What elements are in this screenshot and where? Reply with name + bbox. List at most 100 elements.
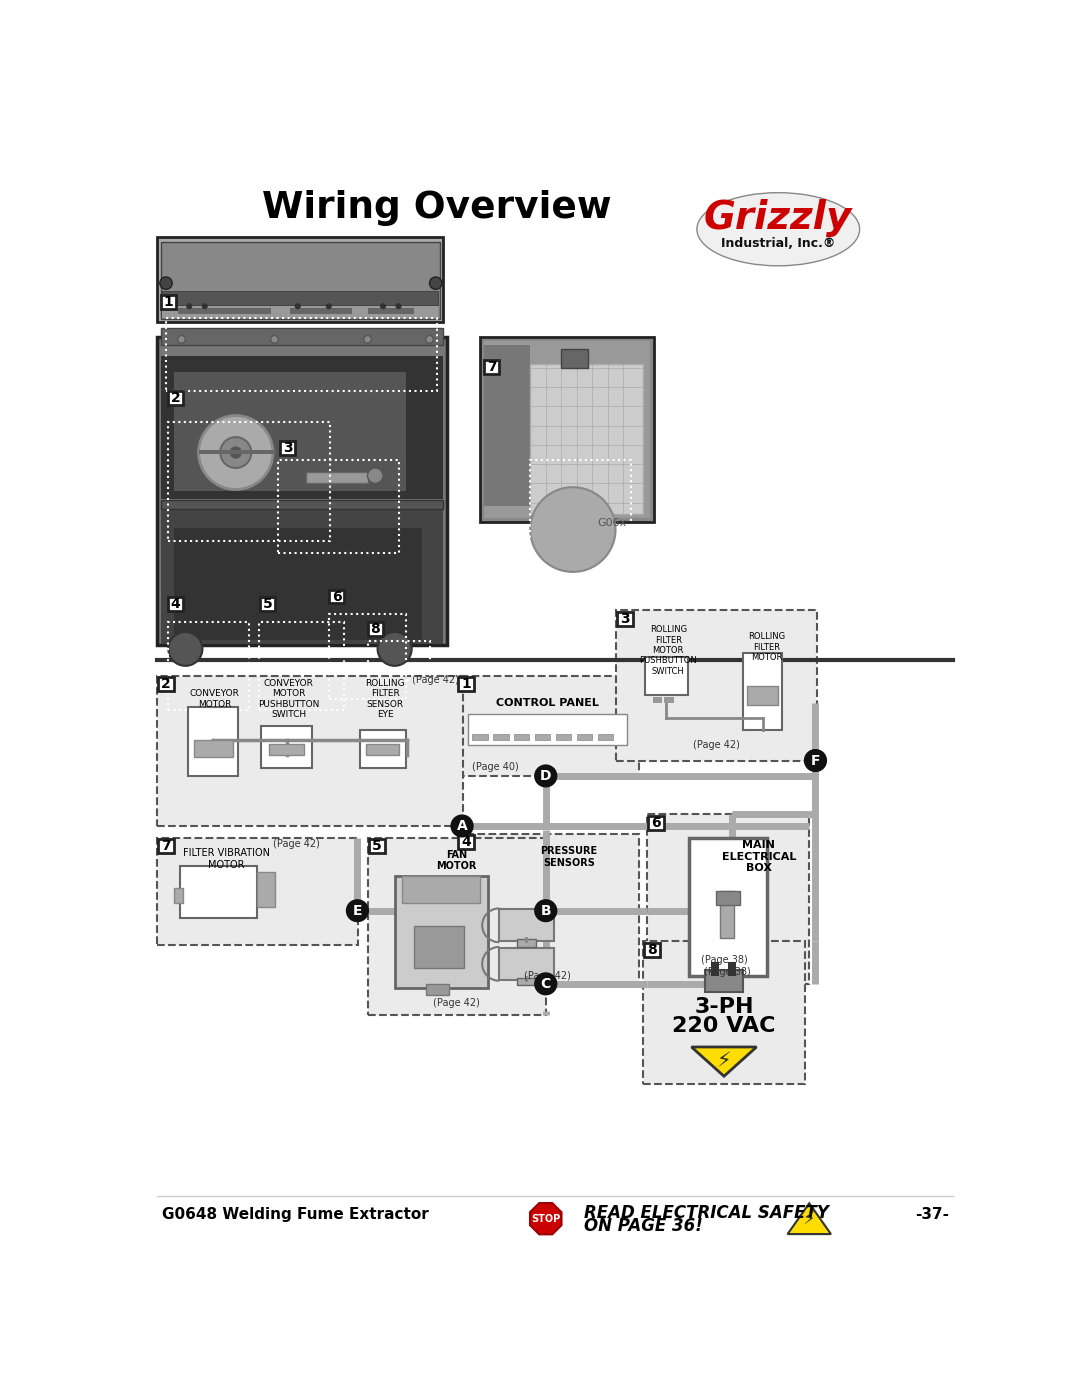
- Circle shape: [364, 335, 372, 344]
- Circle shape: [326, 303, 332, 309]
- Bar: [166, 317, 437, 391]
- Bar: [367, 838, 545, 1014]
- Bar: [517, 978, 537, 985]
- Circle shape: [804, 749, 827, 773]
- Bar: [260, 598, 275, 610]
- Circle shape: [202, 303, 207, 309]
- Bar: [652, 697, 662, 703]
- Bar: [403, 876, 480, 902]
- Bar: [369, 840, 384, 854]
- Bar: [689, 838, 767, 977]
- Bar: [617, 612, 633, 626]
- Text: B: B: [540, 904, 551, 918]
- Bar: [157, 237, 444, 321]
- Bar: [469, 714, 627, 745]
- Circle shape: [535, 764, 557, 788]
- Circle shape: [535, 972, 557, 996]
- Polygon shape: [787, 1203, 831, 1234]
- Text: CONTROL PANEL: CONTROL PANEL: [496, 697, 598, 708]
- Bar: [161, 356, 444, 499]
- Bar: [159, 840, 174, 854]
- Text: 3-PH: 3-PH: [694, 997, 754, 1017]
- Text: (Page 40): (Page 40): [472, 761, 518, 771]
- Circle shape: [535, 900, 557, 922]
- Text: (Page 42): (Page 42): [692, 740, 740, 750]
- Circle shape: [199, 415, 273, 489]
- Circle shape: [230, 447, 242, 458]
- Bar: [484, 360, 499, 374]
- Text: CONVEYOR
MOTOR
PUSHBUTTON
SWITCH: CONVEYOR MOTOR PUSHBUTTON SWITCH: [258, 679, 319, 719]
- Text: FILTER VIBRATION
MOTOR: FILTER VIBRATION MOTOR: [183, 848, 270, 870]
- Bar: [645, 657, 688, 696]
- Bar: [711, 963, 718, 977]
- Bar: [720, 891, 734, 937]
- Bar: [161, 509, 444, 644]
- Text: (Page 38): (Page 38): [704, 967, 752, 978]
- Text: FAN
MOTOR: FAN MOTOR: [436, 849, 476, 872]
- Bar: [716, 891, 740, 905]
- Bar: [162, 291, 438, 305]
- Bar: [457, 834, 638, 983]
- Bar: [535, 733, 551, 740]
- Text: 8: 8: [370, 622, 380, 636]
- Text: G0648 Welding Fume Extractor: G0648 Welding Fume Extractor: [162, 1207, 429, 1222]
- Text: MAIN
ELECTRICAL
BOX: MAIN ELECTRICAL BOX: [721, 840, 796, 873]
- Circle shape: [367, 468, 383, 483]
- Bar: [159, 678, 174, 692]
- Text: READ ELECTRICAL SAFETY: READ ELECTRICAL SAFETY: [584, 1204, 829, 1222]
- Circle shape: [271, 335, 279, 344]
- Text: ROLLING
FILTER
MOTOR: ROLLING FILTER MOTOR: [748, 633, 785, 662]
- Bar: [162, 306, 438, 317]
- Bar: [161, 328, 444, 345]
- Text: ON PAGE 36!: ON PAGE 36!: [584, 1217, 703, 1235]
- Bar: [704, 970, 743, 992]
- Bar: [458, 678, 474, 692]
- Bar: [647, 814, 809, 983]
- Bar: [472, 733, 488, 740]
- Bar: [279, 460, 399, 553]
- Bar: [484, 341, 650, 518]
- Bar: [157, 676, 463, 826]
- Text: 3: 3: [283, 441, 293, 455]
- Bar: [414, 926, 464, 968]
- Bar: [367, 641, 430, 680]
- Bar: [367, 307, 414, 314]
- Bar: [291, 307, 352, 314]
- Bar: [458, 835, 474, 849]
- Text: (Page 38): (Page 38): [701, 956, 747, 965]
- Text: A: A: [457, 819, 468, 833]
- Bar: [556, 733, 571, 740]
- Text: 7: 7: [487, 360, 497, 374]
- Bar: [259, 622, 345, 711]
- Text: 4: 4: [461, 835, 471, 849]
- Bar: [280, 441, 296, 455]
- Bar: [161, 242, 440, 320]
- Bar: [577, 733, 592, 740]
- Circle shape: [450, 814, 474, 838]
- Text: ⚡: ⚡: [802, 1210, 815, 1228]
- Bar: [174, 372, 406, 490]
- Bar: [426, 983, 449, 996]
- Bar: [157, 337, 447, 645]
- Circle shape: [346, 900, 369, 922]
- Text: G06x: G06x: [598, 518, 627, 528]
- Bar: [360, 729, 406, 768]
- Text: 5: 5: [372, 840, 381, 854]
- Text: (Page 42): (Page 42): [433, 997, 481, 1009]
- Bar: [494, 733, 509, 740]
- Text: 7: 7: [161, 840, 171, 854]
- Circle shape: [168, 631, 202, 666]
- Circle shape: [177, 335, 186, 344]
- Bar: [597, 733, 613, 740]
- Text: Industrial, Inc.®: Industrial, Inc.®: [721, 236, 836, 250]
- Circle shape: [426, 335, 433, 344]
- Text: 6: 6: [651, 816, 661, 830]
- Text: ⚡: ⚡: [717, 1051, 731, 1071]
- Circle shape: [295, 303, 301, 309]
- Text: F: F: [811, 753, 820, 767]
- Bar: [664, 697, 674, 703]
- Bar: [180, 866, 257, 918]
- Bar: [747, 686, 779, 705]
- Text: (Page 42): (Page 42): [273, 838, 320, 849]
- Text: STOP: STOP: [531, 1214, 561, 1224]
